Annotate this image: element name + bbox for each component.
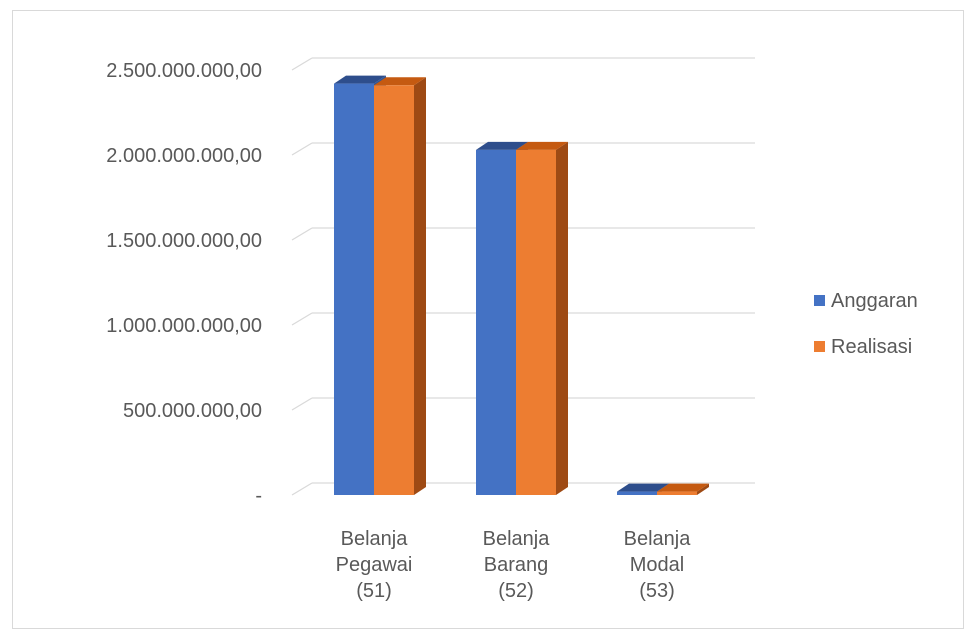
y-tick-label: 1.000.000.000,00 <box>106 315 262 337</box>
bar-front <box>617 491 657 495</box>
y-tick-label: - <box>255 485 262 507</box>
bar-front <box>334 83 374 495</box>
gridline-depth <box>291 397 313 411</box>
x-category-label-line: Modal <box>630 554 684 576</box>
bar-top <box>374 77 426 86</box>
x-category-label-line: (53) <box>639 580 675 602</box>
x-category-label-line: Pegawai <box>336 554 413 576</box>
bar-realisasi-2 <box>657 483 709 495</box>
gridline-depth <box>291 57 313 71</box>
bar-top <box>617 483 669 492</box>
gridline-depth <box>291 227 313 241</box>
bar-realisasi-1 <box>516 141 568 495</box>
x-axis-labels: Belanja Pegawai (51)Belanja Barang (52)Belan… <box>336 528 692 602</box>
bar-front <box>476 149 516 495</box>
gridline-depth <box>291 312 313 326</box>
legend: Anggaran Realisasi <box>814 290 918 358</box>
bar-side <box>697 483 709 495</box>
y-tick-label: 500.000.000,00 <box>123 400 262 422</box>
gridline-depth <box>291 142 313 156</box>
bar-top <box>476 141 528 150</box>
gridline-depth <box>291 482 313 496</box>
bar-front <box>516 149 556 495</box>
x-category-label-line: (52) <box>498 580 534 602</box>
y-axis-labels: - 500.000.000,00 1.000.000.000,00 1.500.000… <box>106 60 262 507</box>
x-category-label: Belanja Pegawai (51) <box>336 528 413 602</box>
bar-top <box>334 75 386 84</box>
y-tick-label: 1.500.000.000,00 <box>106 230 262 252</box>
x-category-label-line: (51) <box>356 580 392 602</box>
legend-swatch-anggaran <box>814 295 825 306</box>
bar-front <box>657 491 697 495</box>
x-category-label-line: Belanja <box>483 528 551 550</box>
bar-side <box>414 77 426 496</box>
x-category-label: Belanja Modal (53) <box>624 528 692 602</box>
x-category-label-line: Belanja <box>624 528 692 550</box>
y-tick-label: 2.500.000.000,00 <box>106 60 262 82</box>
x-category-label-line: Belanja <box>341 528 409 550</box>
y-tick-label: 2.000.000.000,00 <box>106 145 262 167</box>
x-category-label-line: Barang <box>484 554 549 576</box>
bar-side <box>556 141 568 495</box>
bars <box>334 75 709 496</box>
bar-top <box>516 141 568 150</box>
bar-realisasi-0 <box>374 77 426 496</box>
legend-swatch-realisasi <box>814 341 825 352</box>
x-category-label: Belanja Barang (52) <box>483 528 551 602</box>
bar-top <box>657 483 709 492</box>
bar-front <box>374 85 414 496</box>
legend-label-realisasi: Realisasi <box>831 336 912 358</box>
legend-label-anggaran: Anggaran <box>831 290 918 312</box>
